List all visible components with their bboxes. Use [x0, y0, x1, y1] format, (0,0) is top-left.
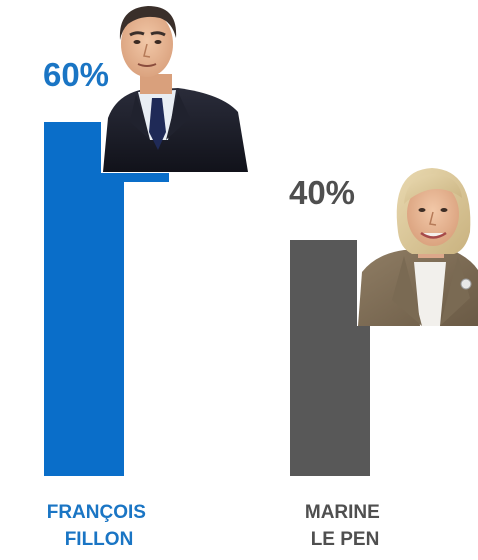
marine-le-pen-portrait: [357, 168, 478, 326]
category-label-line-1: FRANÇOIS: [47, 502, 146, 523]
bar-shelf-francois-fillon: [44, 172, 169, 182]
category-label-francois-fillon: FRANÇOIS FILLON: [47, 502, 152, 550]
value-label-marine-le-pen: 40%: [289, 174, 355, 211]
category-label-marine-le-pen: MARINE LE PEN: [305, 502, 385, 550]
category-label-line-1: MARINE: [305, 502, 380, 523]
value-label-francois-fillon: 60%: [43, 56, 109, 93]
category-label-line-2: LE PEN: [311, 529, 380, 550]
francois-fillon-portrait: [101, 6, 249, 173]
category-label-line-2: FILLON: [65, 529, 134, 550]
bar-marine-le-pen: [290, 240, 370, 476]
